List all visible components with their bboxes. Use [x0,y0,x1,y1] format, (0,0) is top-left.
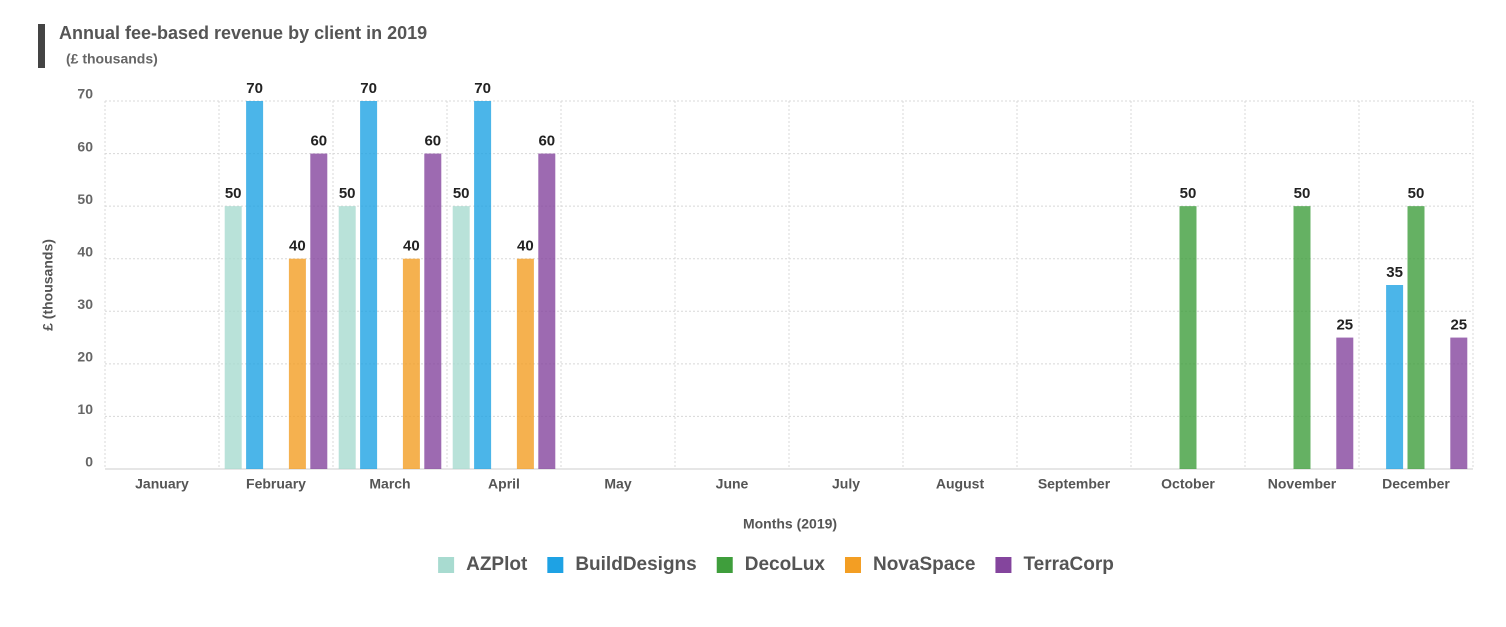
bar [402,258,420,469]
x-tick-label: November [1268,476,1337,492]
bar [1336,337,1354,469]
x-tick-label: February [246,476,306,492]
bar [246,101,264,469]
legend-swatch [716,557,733,573]
data-label: 60 [538,133,555,150]
x-tick-label: March [369,476,410,492]
data-label: 50 [339,185,356,202]
data-label: 70 [474,80,491,97]
bar [1407,206,1425,469]
legend: AZPlot BuildDesigns DecoLux NovaSpace TerraC… [438,554,1114,575]
y-axis-label: £ (thousands) [40,239,56,331]
bar [1386,285,1404,469]
data-label: 70 [360,80,377,97]
data-label: 40 [289,238,306,255]
data-label: 50 [453,185,470,202]
y-tick-label: 70 [77,86,93,102]
x-tick-label: April [488,476,520,492]
bar [288,258,306,469]
x-tick-label: June [716,476,749,492]
y-tick-label: 10 [77,401,93,417]
bar [1293,206,1311,469]
data-label: 50 [1408,185,1425,202]
data-label: 70 [246,80,263,97]
data-label: 25 [1336,317,1353,334]
x-tick-label: August [936,476,985,492]
y-tick-label: 40 [77,243,93,259]
data-label: 50 [225,185,242,202]
bar [1450,337,1468,469]
data-label: 40 [403,238,420,255]
bar [360,101,378,469]
x-tick-label: July [832,476,860,492]
bar [474,101,492,469]
data-label: 50 [1294,185,1311,202]
legend-swatch [547,557,564,573]
legend-label: AZPlot [466,554,528,575]
data-label: 50 [1180,185,1197,202]
title-accent [38,24,45,68]
y-tick-label: 0 [85,454,93,470]
x-tick-label: January [135,476,189,492]
legend-label: NovaSpace [873,554,975,575]
bar [310,153,328,470]
data-label: 35 [1386,264,1403,281]
bar [516,258,534,469]
x-tick-label: December [1382,476,1450,492]
legend-swatch [995,557,1012,573]
legend-swatch [438,557,455,573]
bar [424,153,442,470]
data-label: 60 [310,133,327,150]
legend-label: TerraCorp [1023,554,1113,575]
data-label: 40 [517,238,534,255]
x-tick-label: September [1038,476,1111,492]
y-tick-label: 60 [77,138,93,154]
x-tick-label: May [604,476,631,492]
bar [452,206,470,469]
data-label: 25 [1450,317,1467,334]
bar [338,206,356,469]
bar [538,153,556,470]
bar [224,206,242,469]
bar [1179,206,1197,469]
x-axis-label: Months (2019) [743,516,837,532]
chart-subtitle: (£ thousands) [66,51,158,67]
legend-label: BuildDesigns [575,554,696,575]
x-tick-label: October [1161,476,1215,492]
legend-swatch [844,557,861,573]
chart-title: Annual fee-based revenue by client in 20… [59,23,427,43]
data-label: 60 [424,133,441,150]
legend-label: DecoLux [745,554,826,575]
y-tick-label: 30 [77,296,93,312]
y-tick-label: 20 [77,349,93,365]
y-tick-label: 50 [77,191,93,207]
